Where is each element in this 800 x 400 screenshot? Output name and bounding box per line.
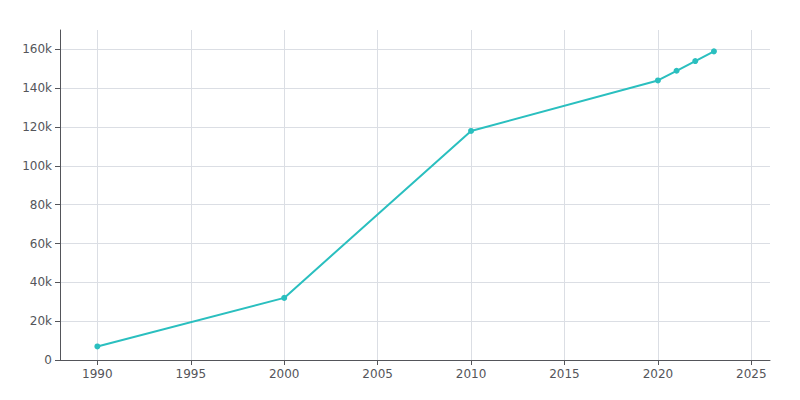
svg-text:1990: 1990 (82, 367, 113, 381)
svg-text:160k: 160k (22, 42, 52, 56)
svg-text:2015: 2015 (549, 367, 580, 381)
svg-text:0: 0 (44, 353, 52, 367)
svg-text:20k: 20k (30, 314, 52, 328)
svg-text:2020: 2020 (643, 367, 674, 381)
svg-text:60k: 60k (30, 237, 52, 251)
svg-text:120k: 120k (22, 120, 52, 134)
svg-text:2000: 2000 (269, 367, 300, 381)
svg-text:2010: 2010 (456, 367, 487, 381)
svg-text:80k: 80k (30, 198, 52, 212)
svg-text:100k: 100k (22, 159, 52, 173)
svg-text:140k: 140k (22, 81, 52, 95)
svg-text:2025: 2025 (736, 367, 767, 381)
svg-text:1995: 1995 (176, 367, 207, 381)
svg-text:40k: 40k (30, 275, 52, 289)
svg-text:2005: 2005 (362, 367, 393, 381)
